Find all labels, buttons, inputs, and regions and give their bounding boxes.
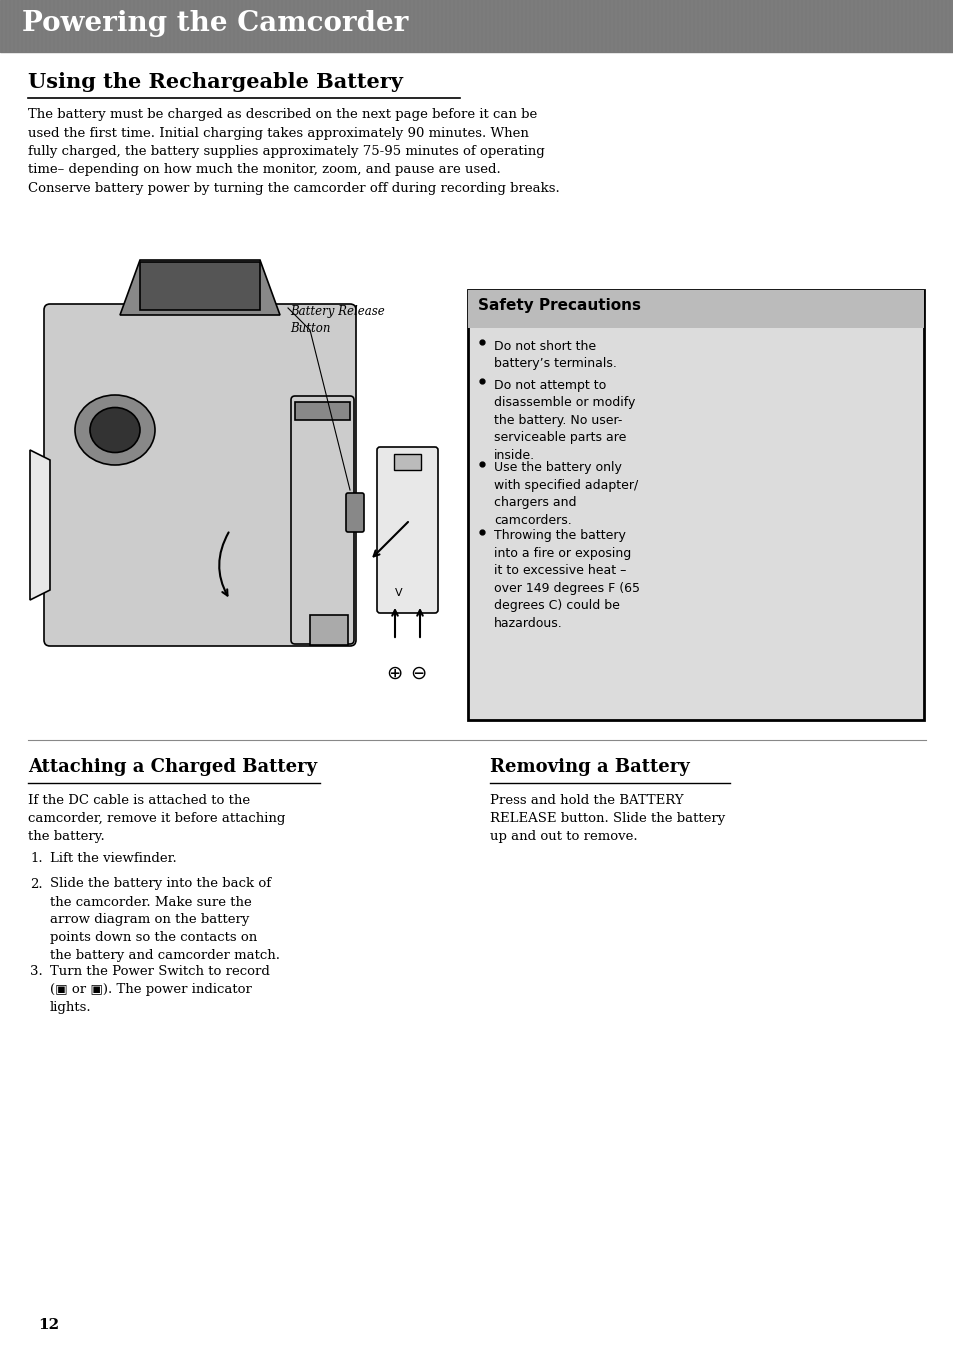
Text: Attaching a Charged Battery: Attaching a Charged Battery [28,758,316,776]
Bar [0,0,953,51]
Bar [468,289,923,329]
FancyBboxPatch shape [291,396,354,644]
Text: Removing a Battery: Removing a Battery [490,758,689,776]
Bar [294,402,350,420]
Text: ⊕: ⊕ [386,664,402,683]
Bar [468,289,923,721]
Text: Battery Release
Button: Battery Release Button [290,306,384,335]
Bar [140,262,260,310]
Text: Powering the Camcorder: Powering the Camcorder [22,9,408,37]
Text: Do not attempt to
disassemble or modify
the battery. No user-
serviceable parts : Do not attempt to disassemble or modify … [494,379,635,462]
Text: 2.: 2. [30,877,43,891]
Polygon shape [120,260,280,315]
Text: Use the battery only
with specified adapter/
chargers and
camcorders.: Use the battery only with specified adap… [494,461,638,527]
Text: ⊖: ⊖ [410,664,426,683]
FancyBboxPatch shape [376,448,437,612]
Text: Lift the viewfinder.: Lift the viewfinder. [50,852,176,865]
FancyBboxPatch shape [44,304,355,646]
Ellipse shape [90,407,140,453]
Ellipse shape [75,395,154,465]
Text: 1.: 1. [30,852,43,865]
Text: Using the Rechargeable Battery: Using the Rechargeable Battery [28,72,402,92]
Text: Turn the Power Switch to record
(▣ or ▣). The power indicator
lights.: Turn the Power Switch to record (▣ or ▣)… [50,965,270,1014]
Text: Press and hold the BATTERY
RELEASE button. Slide the battery
up and out to remov: Press and hold the BATTERY RELEASE butto… [490,794,724,844]
Polygon shape [30,450,50,600]
Text: Do not short the
battery’s terminals.: Do not short the battery’s terminals. [494,339,617,370]
Text: The battery must be charged as described on the next page before it can be
used : The battery must be charged as described… [28,108,559,195]
Text: Safety Precautions: Safety Precautions [477,297,640,314]
Text: 12: 12 [38,1318,59,1332]
Text: 3.: 3. [30,965,43,977]
FancyBboxPatch shape [346,493,364,531]
Bar [310,615,348,645]
Text: If the DC cable is attached to the
camcorder, remove it before attaching
the bat: If the DC cable is attached to the camco… [28,794,285,844]
Text: Throwing the battery
into a fire or exposing
it to excessive heat –
over 149 deg: Throwing the battery into a fire or expo… [494,530,639,630]
Text: V: V [395,588,402,598]
Text: Slide the battery into the back of
the camcorder. Make sure the
arrow diagram on: Slide the battery into the back of the c… [50,877,280,963]
Bar [394,454,420,470]
